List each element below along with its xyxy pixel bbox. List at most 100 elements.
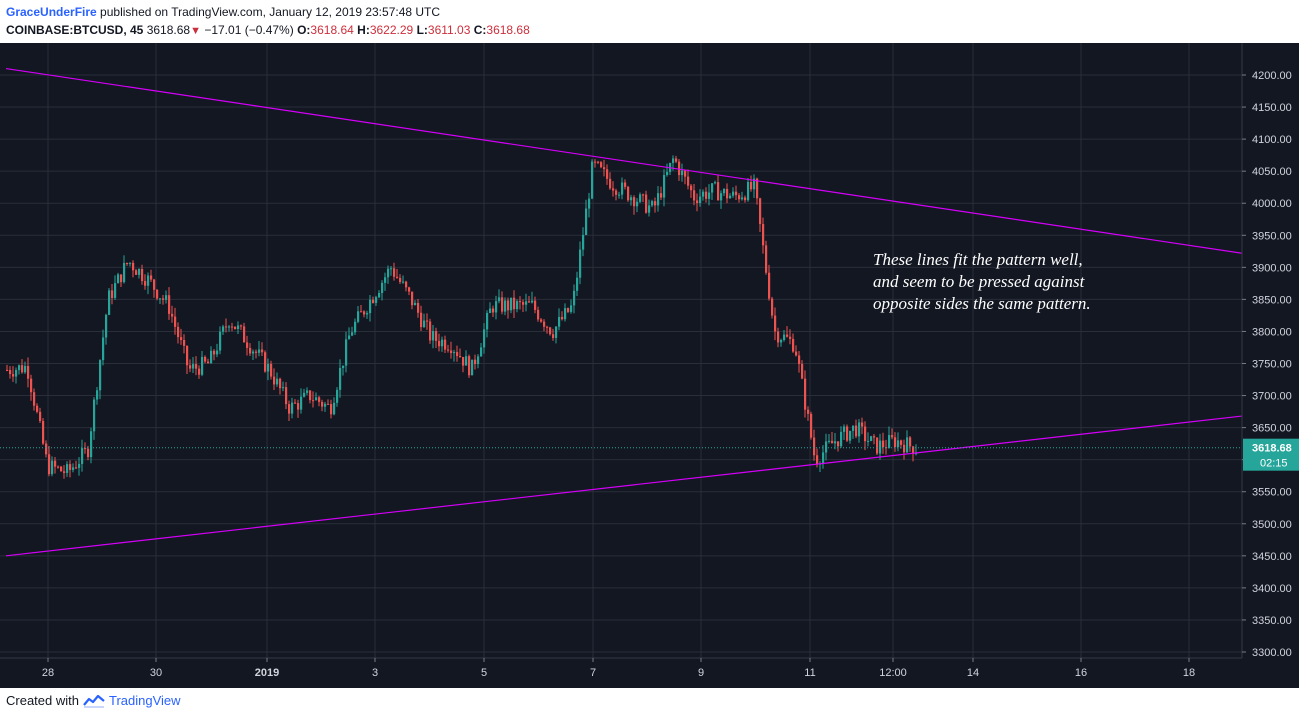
time-tick-label: 16 <box>1075 667 1087 679</box>
candle-body <box>282 387 285 389</box>
candle-body <box>273 376 276 385</box>
candle-body <box>555 326 558 338</box>
upper-trendline[interactable] <box>5 67 1243 254</box>
time-tick-label: 30 <box>150 667 162 679</box>
candle-body <box>564 308 567 320</box>
candle-body <box>726 188 729 199</box>
candle-body <box>147 275 150 286</box>
candle-body <box>651 201 654 206</box>
candle-body <box>654 201 657 206</box>
candle-body <box>846 426 849 441</box>
open-label: O: <box>297 23 311 37</box>
price-axis[interactable] <box>1242 43 1299 688</box>
candle-body <box>42 420 45 444</box>
candle-body <box>849 430 852 441</box>
candle-body <box>741 197 744 200</box>
candle-body <box>201 356 204 375</box>
candle-body <box>642 194 645 196</box>
candle-body <box>63 471 66 473</box>
candle-body <box>585 208 588 236</box>
candle-body <box>252 351 255 354</box>
candle-body <box>417 302 420 313</box>
candle-body <box>621 182 624 195</box>
time-tick-label: 12:00 <box>879 667 907 679</box>
candle-body <box>84 448 87 450</box>
candle-body <box>888 435 891 448</box>
candle-body <box>843 426 846 432</box>
candle-body <box>135 270 138 275</box>
candle-body <box>687 176 690 186</box>
price-chart[interactable]: These lines fit the pattern well, and see… <box>0 43 1299 688</box>
candle-body <box>594 161 597 163</box>
annotation-text[interactable]: These lines fit the pattern well, and see… <box>873 250 1091 313</box>
candle-body <box>720 193 723 201</box>
candle-body <box>540 319 543 322</box>
candle-body <box>519 301 522 303</box>
candle-body <box>174 316 177 327</box>
candle-body <box>684 170 687 177</box>
candle-body <box>123 262 126 283</box>
price-tick-label: 4200.00 <box>1252 70 1292 82</box>
down-arrow-icon: ▼ <box>190 25 201 37</box>
trendlines[interactable] <box>5 67 1243 557</box>
candle-body <box>378 293 381 298</box>
candle-body <box>15 370 18 377</box>
candle-body <box>441 339 444 347</box>
candle-body <box>675 158 678 162</box>
candle-body <box>717 182 720 201</box>
chart-area[interactable]: These lines fit the pattern well, and see… <box>0 43 1299 688</box>
candle-body <box>339 367 342 390</box>
candle-body <box>102 337 105 361</box>
candle-body <box>750 181 753 190</box>
candle-body <box>522 302 525 305</box>
tradingview-logo-icon[interactable] <box>83 694 105 708</box>
tradingview-brand[interactable]: TradingView <box>108 693 181 708</box>
candle-body <box>315 397 318 401</box>
candle-body <box>576 277 579 291</box>
time-tick-label: 28 <box>42 667 54 679</box>
candle-body <box>93 399 96 432</box>
candle-body <box>765 245 768 273</box>
candle-body <box>633 197 636 207</box>
candle-body <box>36 405 39 412</box>
candle-body <box>867 440 870 442</box>
annotation-line: and seem to be pressed against <box>873 272 1086 291</box>
candle-body <box>237 325 240 330</box>
price-tick-label: 3500.00 <box>1252 519 1292 531</box>
candle-body <box>627 186 630 201</box>
candle-body <box>312 400 315 402</box>
time-tick-label: 11 <box>804 667 815 679</box>
candle-body <box>381 282 384 294</box>
candle-body <box>297 403 300 410</box>
candle-body <box>159 298 162 300</box>
candle-body <box>360 311 363 313</box>
candle-body <box>294 402 297 404</box>
candle-body <box>660 193 663 198</box>
candle-body <box>546 326 549 328</box>
candle-body <box>561 316 564 320</box>
candle-body <box>276 378 279 385</box>
candle-body <box>396 276 399 278</box>
candle-body <box>864 426 867 442</box>
candle-body <box>909 437 912 447</box>
candle-body <box>759 198 762 225</box>
time-axis[interactable] <box>0 658 1299 688</box>
candle-body <box>636 201 639 207</box>
lower-trendline[interactable] <box>5 415 1243 557</box>
candle-body <box>141 268 144 282</box>
candle-body <box>399 277 402 282</box>
candle-body <box>735 191 738 196</box>
time-tick-label: 9 <box>698 667 704 679</box>
candle-body <box>810 413 813 438</box>
candle-body <box>780 339 783 343</box>
author-link[interactable]: GraceUnderFire <box>6 5 97 19</box>
candle-body <box>108 290 111 315</box>
candle-body <box>444 339 447 350</box>
candle-body <box>900 440 903 445</box>
candle-body <box>105 314 108 338</box>
candle-body <box>606 169 609 179</box>
candle-body <box>711 183 714 193</box>
candle-body <box>6 369 9 371</box>
candle-body <box>690 185 693 191</box>
annotation-line: opposite sides the same pattern. <box>873 294 1091 313</box>
